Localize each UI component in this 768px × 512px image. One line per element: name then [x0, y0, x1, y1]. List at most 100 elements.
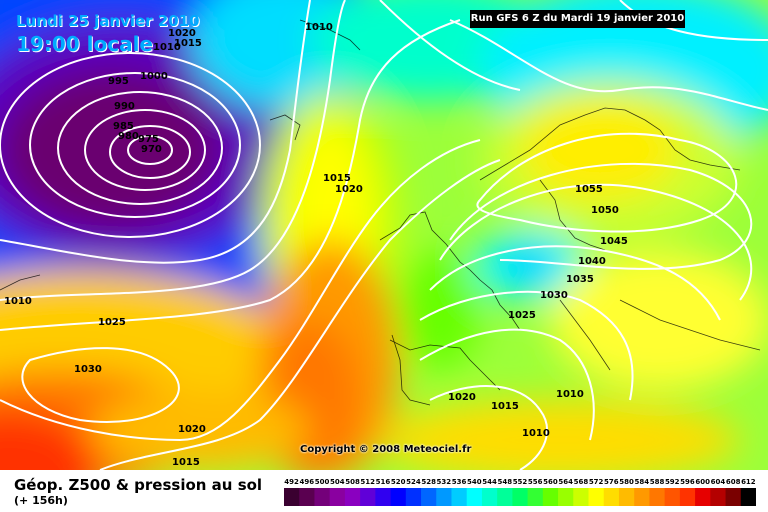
scale-swatch: [664, 488, 681, 506]
isobar-label: 1020: [335, 184, 363, 195]
scale-swatch: [451, 488, 468, 506]
scale-tick-label: 584: [634, 478, 649, 486]
scale-swatch: [436, 488, 452, 506]
scale-swatch: [344, 488, 361, 506]
isobar-label: 1015: [174, 38, 202, 49]
scale-tick-label: 612: [741, 478, 756, 486]
copyright-notice: Copyright © 2008 Meteociel.fr: [300, 444, 472, 455]
scale-tick-label: 580: [619, 478, 634, 486]
scale-swatch: [603, 488, 620, 506]
scale-tick-label: 596: [680, 478, 695, 486]
isobar-label: 995: [108, 76, 129, 87]
scale-tick-label: 540: [467, 478, 482, 486]
scale-swatch: [740, 488, 756, 506]
isobar-label: 1000: [140, 71, 168, 82]
isobar-label: 985: [113, 121, 134, 132]
isobar-label: 970: [141, 144, 162, 155]
scale-swatch: [375, 488, 392, 506]
scale-swatch: [710, 488, 727, 506]
forecast-lead-time: (+ 156h): [14, 494, 68, 507]
isobar-label: 1035: [566, 274, 594, 285]
scale-swatch: [695, 488, 711, 506]
scale-tick-label: 504: [330, 478, 345, 486]
scale-tick-label: 588: [650, 478, 665, 486]
scale-tick-label: 536: [452, 478, 467, 486]
forecast-date: Lundi 25 janvier 2010: [16, 12, 200, 30]
scale-swatch: [618, 488, 635, 506]
color-scale: 492 496 500 504 508 512 516 520 524 528 532 536 540 5…: [284, 478, 756, 506]
isobar-label: 1015: [172, 457, 200, 468]
scale-tick-label: 544: [482, 478, 497, 486]
scale-swatch: [573, 488, 590, 506]
scale-swatch: [512, 488, 529, 506]
isobar-label: 1025: [98, 317, 126, 328]
scale-tick-label: 512: [360, 478, 375, 486]
scale-swatch: [634, 488, 650, 506]
scale-swatch: [542, 488, 559, 506]
scale-swatch: [466, 488, 483, 506]
scale-tick-label: 564: [558, 478, 573, 486]
isobar-label: 1020: [448, 392, 476, 403]
scale-swatch: [314, 488, 331, 506]
scale-tick-label: 572: [589, 478, 604, 486]
isobar-label: 990: [114, 101, 135, 112]
scale-swatch: [497, 488, 513, 506]
isobar-label: 1050: [591, 205, 619, 216]
scale-tick-label: 556: [528, 478, 543, 486]
scale-swatch: [679, 488, 696, 506]
scale-tick-label: 516: [376, 478, 391, 486]
scale-swatch: [360, 488, 376, 506]
model-run-label: Run GFS 6 Z du Mardi 19 janvier 2010: [470, 10, 685, 28]
scale-tick-label: 532: [437, 478, 452, 486]
isobar-label: 1030: [540, 290, 568, 301]
pressure-map: 1010 1020 1015 1000 995 990 985 980 975 …: [0, 0, 768, 470]
scale-tick-label: 608: [726, 478, 741, 486]
scale-tick-label: 500: [315, 478, 330, 486]
scale-tick-label: 552: [513, 478, 528, 486]
scale-swatch: [588, 488, 605, 506]
scale-swatch: [405, 488, 422, 506]
scale-tick-label: 496: [300, 478, 315, 486]
scale-tick-label: 560: [543, 478, 558, 486]
map-title: Géop. Z500 & pression au sol: [14, 476, 263, 494]
scale-swatch: [421, 488, 437, 506]
scale-tick-label: 528: [421, 478, 436, 486]
scale-swatch: [390, 488, 407, 506]
scale-tick-label: 548: [497, 478, 512, 486]
isobar-label: 1010: [522, 428, 550, 439]
isobar-label: 1010: [153, 42, 181, 53]
isobar-label: 1010: [556, 389, 584, 400]
scale-swatch: [558, 488, 574, 506]
scale-tick-label: 568: [574, 478, 589, 486]
isobar-label: 1010: [305, 22, 333, 33]
isobar-label: 1010: [4, 296, 32, 307]
isobar-label: 1015: [491, 401, 519, 412]
scale-tick-label: 520: [391, 478, 406, 486]
scale-swatch: [299, 488, 315, 506]
isobar-label: 1020: [168, 28, 196, 39]
isobar-labels: 1010 1020 1015 1000 995 990 985 980 975 …: [4, 22, 628, 468]
scale-swatch: [329, 488, 346, 506]
scale-swatch: [284, 488, 300, 506]
isobar-label: 1040: [578, 256, 606, 267]
isobar-label: 1020: [178, 424, 206, 435]
scale-tick-label: 508: [345, 478, 360, 486]
isobar-label: 1045: [600, 236, 628, 247]
isobar-label: 1015: [323, 173, 351, 184]
isobar-label: 980: [118, 131, 139, 142]
scale-tick-label: 604: [711, 478, 726, 486]
isobar-label: 975: [138, 134, 159, 145]
isobar-label: 1055: [575, 184, 603, 195]
scale-tick-label: 524: [406, 478, 421, 486]
scale-tick-label: 592: [665, 478, 680, 486]
scale-swatch: [725, 488, 742, 506]
scale-tick-label: 576: [604, 478, 619, 486]
scale-tick-label: 492: [284, 478, 299, 486]
scale-swatch: [527, 488, 544, 506]
isobar-label: 1025: [508, 310, 536, 321]
isobar-label: 1030: [74, 364, 102, 375]
scale-swatch: [481, 488, 498, 506]
forecast-local-time: 19:00 locale: [16, 32, 153, 56]
scale-swatch: [649, 488, 666, 506]
